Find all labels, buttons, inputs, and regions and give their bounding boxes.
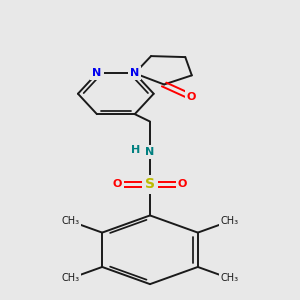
Text: N: N bbox=[146, 147, 154, 157]
Text: N: N bbox=[92, 68, 101, 78]
Text: N: N bbox=[130, 68, 140, 78]
Text: CH₃: CH₃ bbox=[61, 216, 80, 226]
Text: H: H bbox=[131, 145, 140, 155]
Text: O: O bbox=[187, 92, 196, 102]
Text: CH₃: CH₃ bbox=[220, 273, 239, 284]
Text: O: O bbox=[178, 179, 187, 189]
Text: CH₃: CH₃ bbox=[61, 273, 80, 284]
Text: CH₃: CH₃ bbox=[220, 216, 239, 226]
Text: S: S bbox=[145, 177, 155, 191]
Text: O: O bbox=[113, 179, 122, 189]
